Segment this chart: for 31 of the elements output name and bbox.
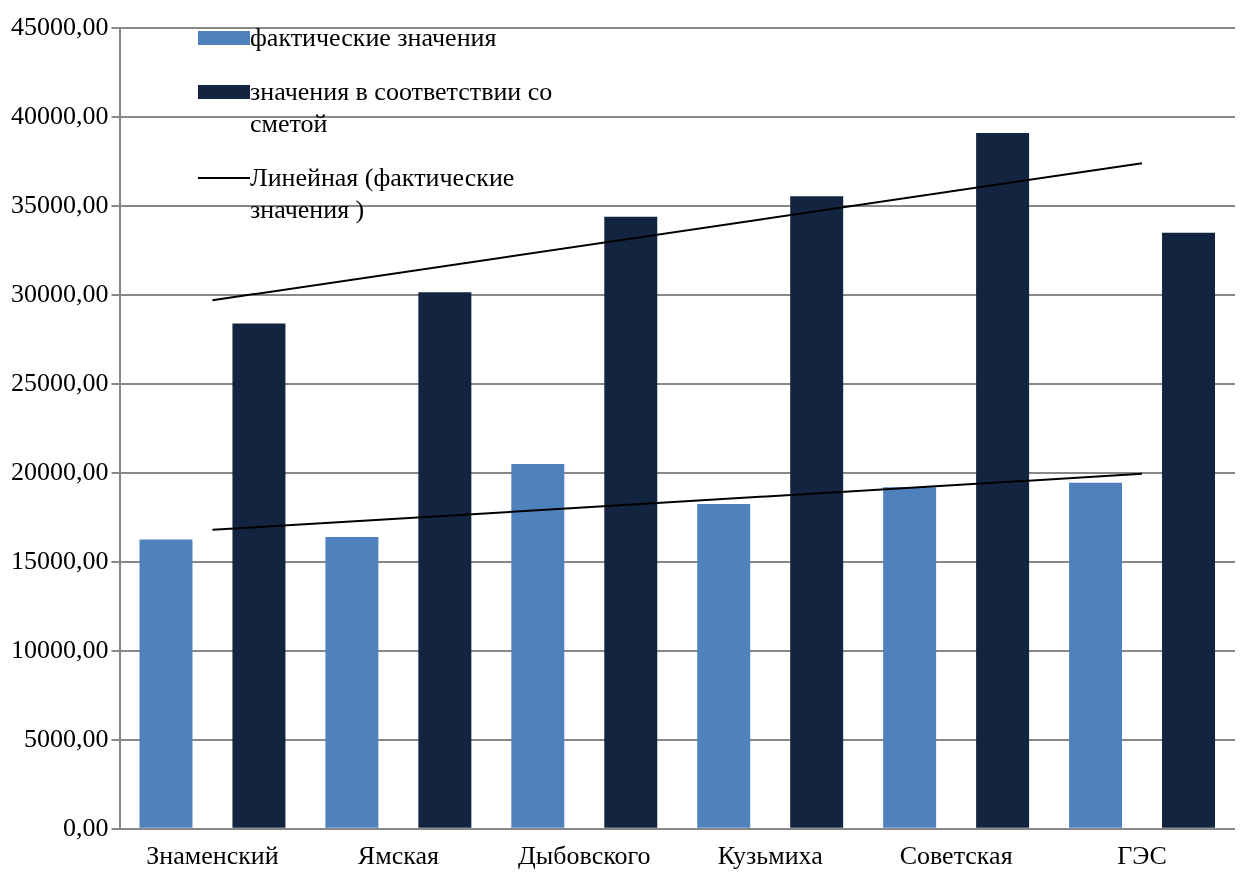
y-tick-label: 20000,00 — [11, 456, 109, 486]
y-tick-label: 25000,00 — [11, 367, 109, 397]
x-tick-label: Дыбовского — [518, 841, 651, 871]
x-tick-label: ГЭС — [1117, 841, 1167, 871]
bar — [697, 504, 751, 828]
x-tick-label: Знаменский — [146, 841, 279, 871]
bar — [232, 323, 286, 828]
bar — [325, 536, 379, 828]
x-tick-label: Кузьмиха — [717, 841, 824, 871]
y-tick-label: 40000,00 — [11, 100, 109, 130]
bar — [511, 463, 565, 828]
bar — [139, 539, 193, 828]
bar — [1069, 482, 1123, 828]
bar — [883, 487, 937, 828]
y-tick-label: 15000,00 — [11, 545, 109, 575]
bar — [790, 196, 844, 828]
bar — [976, 132, 1030, 828]
y-tick-label: 30000,00 — [11, 278, 109, 308]
y-tick-label: 0,00 — [63, 812, 109, 842]
x-tick-label: Советская — [899, 841, 1013, 871]
legend-label: фактические значения — [250, 22, 498, 54]
bar — [418, 292, 472, 828]
legend-label: Линейная (фактические значения ) — [250, 162, 516, 226]
y-tick-label: 5000,00 — [24, 723, 109, 753]
bar — [1162, 232, 1216, 828]
y-tick-label: 35000,00 — [11, 189, 109, 219]
legend-label: значения в соответствии со сметой — [250, 76, 554, 140]
x-tick-label: Ямская — [357, 841, 439, 871]
y-tick-label: 45000,00 — [11, 11, 109, 41]
y-tick-label: 10000,00 — [11, 634, 109, 664]
bar — [604, 216, 658, 828]
